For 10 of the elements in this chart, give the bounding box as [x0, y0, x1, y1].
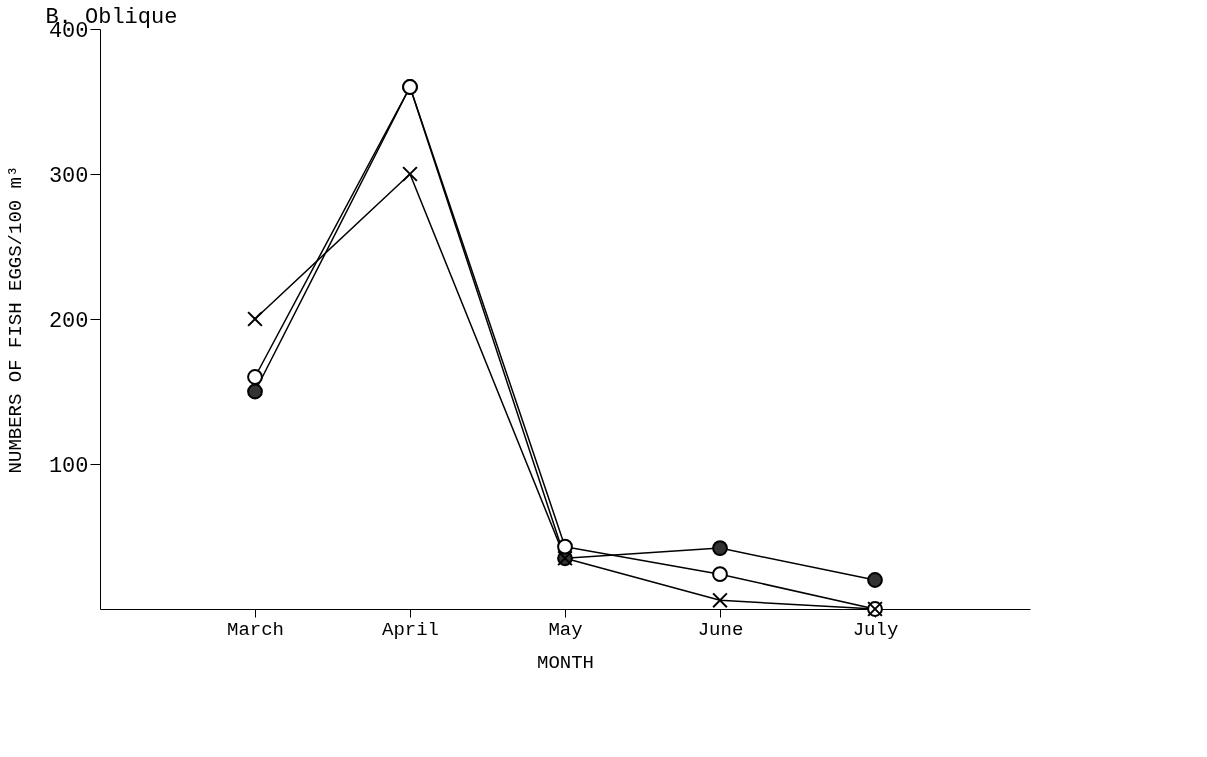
x-tick-label: March: [226, 618, 285, 641]
x-tick-label: May: [548, 618, 583, 641]
y-tick-label: 300: [48, 163, 89, 189]
y-tick-label: 200: [48, 308, 89, 334]
x-tick-label: April: [381, 618, 440, 641]
y-tick-label: 100: [48, 453, 89, 479]
x-tick-label: June: [697, 618, 744, 641]
x-tick-label: July: [852, 618, 899, 641]
x-axis-title: MONTH: [536, 651, 595, 674]
y-axis-title: NUMBERS OF FISH EGGS/100 m³: [4, 165, 27, 474]
